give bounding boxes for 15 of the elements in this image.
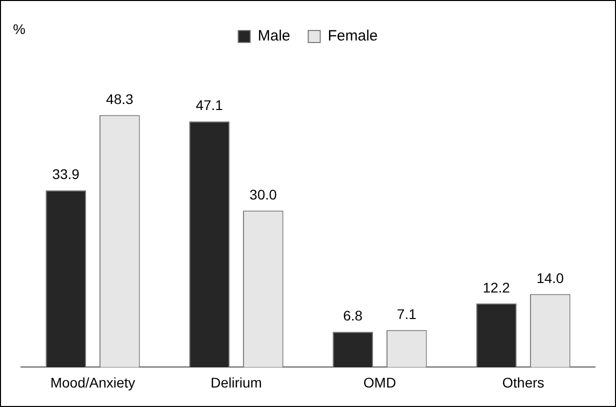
legend-label: Female xyxy=(328,28,378,45)
x-tick-label: Delirium xyxy=(210,374,262,390)
data-label: 48.3 xyxy=(106,90,134,107)
legend-label: Male xyxy=(258,28,290,45)
data-label: 12.2 xyxy=(482,279,510,296)
data-label: 30.0 xyxy=(250,186,277,202)
data-label: 14.0 xyxy=(536,270,564,286)
data-label: 6.8 xyxy=(343,308,363,324)
x-tick-label: Mood/Anxiety xyxy=(50,374,136,390)
text: % xyxy=(13,20,26,37)
data-label: 7.1 xyxy=(396,306,417,322)
data-label: 33.9 xyxy=(52,166,80,182)
x-tick-label: Others xyxy=(502,374,544,390)
x-tick-label: OMD xyxy=(363,374,396,390)
data-label: 47.1 xyxy=(196,97,224,114)
